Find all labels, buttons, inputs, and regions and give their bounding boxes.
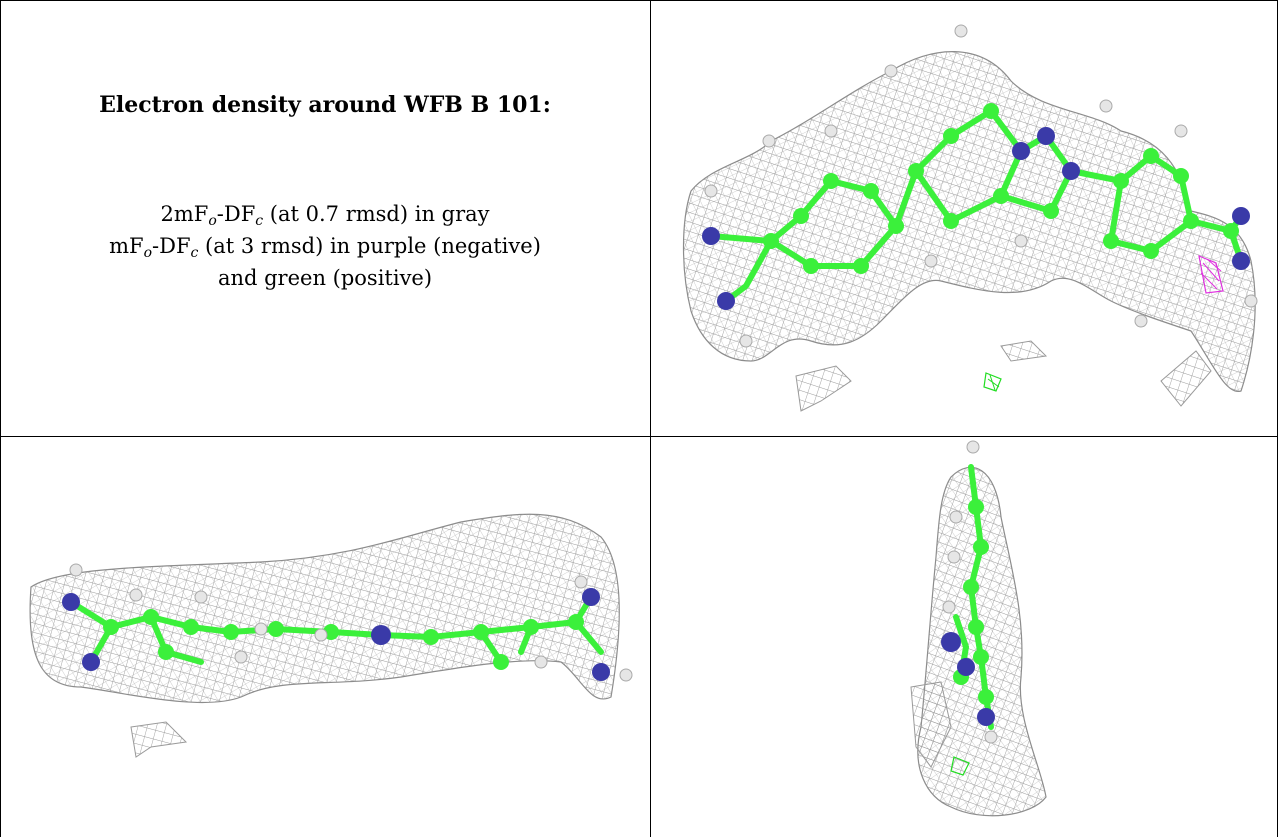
caption-line-mfo: mFo-DFc (at 3 rmsd) in purple (negative) <box>0 230 650 262</box>
molecule-panel-top-right <box>651 1 1277 436</box>
density-mesh <box>682 51 1256 412</box>
caption-line2-pre: mF <box>109 234 144 258</box>
caption-line1-sub-o: o <box>208 213 217 229</box>
positive-density-blob <box>983 372 1002 392</box>
table-divider-horizontal <box>0 436 1278 437</box>
molecule-panel-bottom-right <box>651 437 1277 837</box>
molecule-atoms <box>941 440 998 744</box>
caption-body: 2mFo-DFc (at 0.7 rmsd) in gray mFo-DFc (… <box>0 198 650 294</box>
negative-density-blob <box>1198 255 1224 294</box>
molecule-view-side <box>29 513 633 758</box>
molecule-atoms <box>702 24 1258 348</box>
caption-line2-sub-o: o <box>143 245 153 261</box>
table-divider-vertical <box>650 0 651 837</box>
table-border-top <box>0 0 1278 1</box>
caption-title: Electron density around WFB B 101: <box>99 92 551 118</box>
molecule-panel-bottom-left <box>1 437 650 837</box>
molecule-view-end-on <box>910 440 1047 817</box>
caption-line1-mid: -DF <box>216 202 256 226</box>
caption-line-2mfo: 2mFo-DFc (at 0.7 rmsd) in gray <box>0 198 650 230</box>
caption-line-green: and green (positive) <box>217 266 433 290</box>
caption-line2-sub-c: c <box>190 245 199 261</box>
caption-line1-pre: 2mF <box>160 202 209 226</box>
caption-line1-post: (at 0.7 rmsd) in gray <box>263 202 490 226</box>
caption-line1-sub-c: c <box>255 213 264 229</box>
positive-density-blob <box>950 756 970 776</box>
molecule-atoms <box>62 563 633 682</box>
table-border-left <box>0 0 1 837</box>
molecule-view-top <box>682 24 1258 412</box>
caption-line2-post: (at 3 rmsd) in purple (negative) <box>198 234 541 258</box>
caption-cell: Electron density around WFB B 101: 2mFo-… <box>0 0 650 436</box>
caption-line2-mid: -DF <box>152 234 191 258</box>
